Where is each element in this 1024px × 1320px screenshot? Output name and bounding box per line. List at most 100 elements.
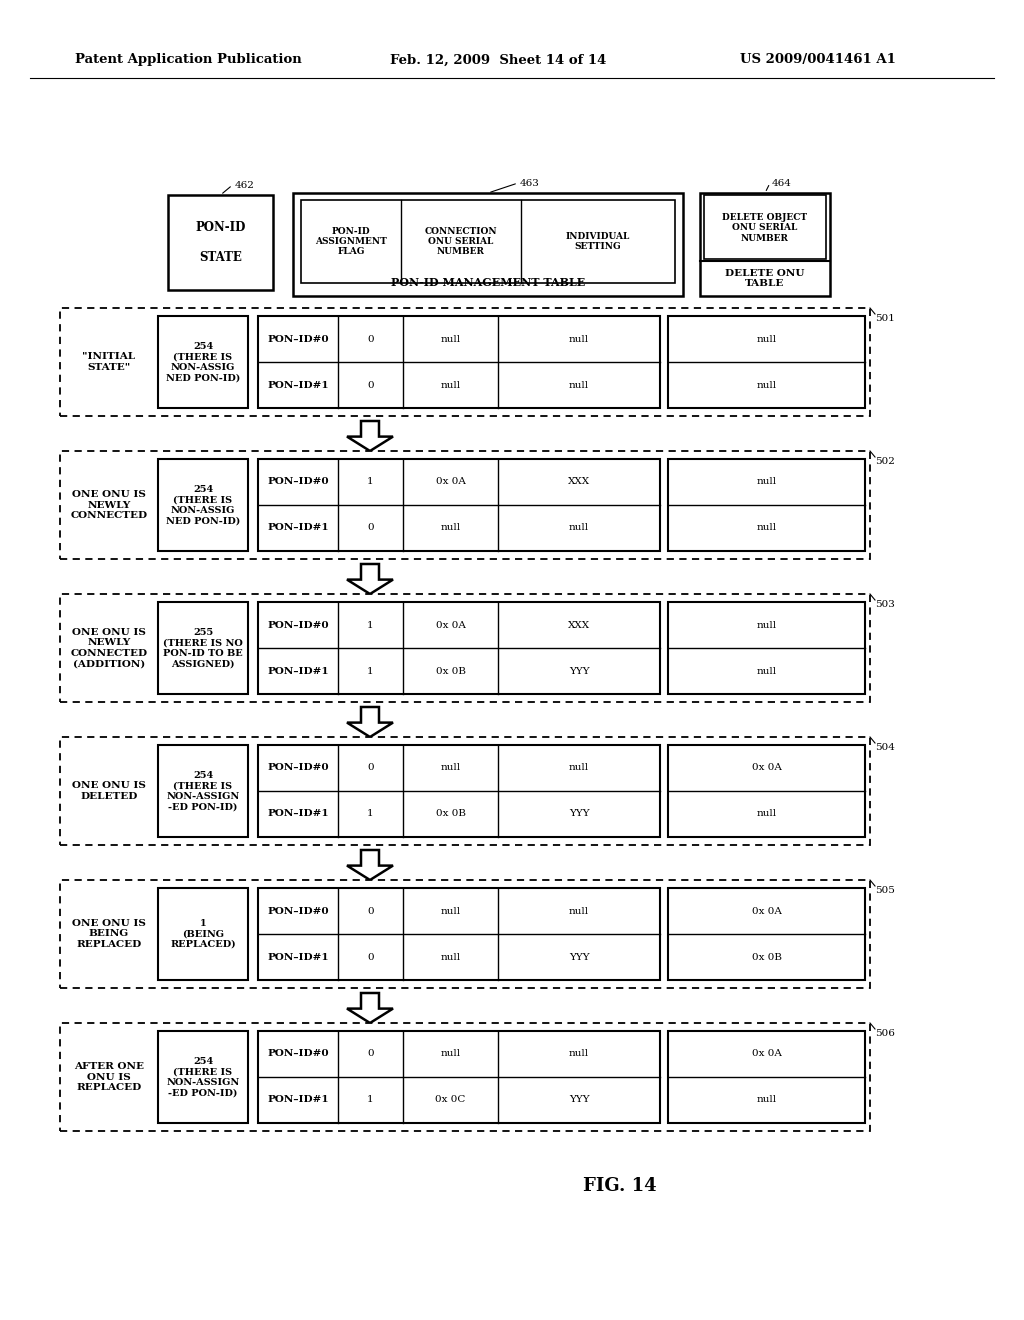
- Text: PON-ID MANAGEMENT TABLE: PON-ID MANAGEMENT TABLE: [391, 277, 585, 289]
- Text: PON–ID#0: PON–ID#0: [267, 1049, 329, 1059]
- Text: 1: 1: [368, 809, 374, 818]
- Polygon shape: [347, 564, 393, 594]
- Text: Feb. 12, 2009  Sheet 14 of 14: Feb. 12, 2009 Sheet 14 of 14: [390, 54, 606, 66]
- Text: null: null: [757, 524, 776, 532]
- Text: null: null: [440, 907, 461, 916]
- Bar: [668, 459, 865, 550]
- Bar: [158, 744, 248, 837]
- Text: null: null: [757, 1096, 776, 1105]
- Text: 505: 505: [874, 886, 895, 895]
- Text: 1: 1: [368, 1096, 374, 1105]
- Text: 0x 0A: 0x 0A: [435, 620, 466, 630]
- Text: 0x 0A: 0x 0A: [752, 1049, 781, 1059]
- Text: 0: 0: [368, 907, 374, 916]
- Text: null: null: [569, 1049, 589, 1059]
- Bar: [258, 459, 660, 550]
- Text: 254
(THERE IS
NON-ASSIGN
-ED PON-ID): 254 (THERE IS NON-ASSIGN -ED PON-ID): [166, 771, 240, 810]
- Text: YYY: YYY: [568, 667, 590, 676]
- Text: null: null: [757, 478, 776, 487]
- Text: PON–ID#1: PON–ID#1: [267, 524, 329, 532]
- Bar: [158, 1031, 248, 1123]
- Text: null: null: [569, 334, 589, 343]
- Text: 255
(THERE IS NO
PON-ID TO BE
ASSIGNED): 255 (THERE IS NO PON-ID TO BE ASSIGNED): [163, 628, 243, 668]
- Text: XXX: XXX: [568, 620, 590, 630]
- Polygon shape: [347, 993, 393, 1023]
- Text: 1: 1: [368, 478, 374, 487]
- Bar: [293, 193, 683, 296]
- Bar: [60, 880, 870, 987]
- Bar: [258, 744, 660, 837]
- Text: PON-ID

STATE: PON-ID STATE: [196, 220, 246, 264]
- Bar: [668, 744, 865, 837]
- Bar: [158, 888, 248, 979]
- Text: null: null: [440, 953, 461, 961]
- Text: "INITIAL
STATE": "INITIAL STATE": [83, 352, 135, 372]
- Text: PON–ID#0: PON–ID#0: [267, 763, 329, 772]
- Text: DELETE OBJECT
ONU SERIAL
NUMBER: DELETE OBJECT ONU SERIAL NUMBER: [723, 213, 808, 243]
- Text: 504: 504: [874, 743, 895, 752]
- Text: 254
(THERE IS
NON-ASSIGN
-ED PON-ID): 254 (THERE IS NON-ASSIGN -ED PON-ID): [166, 1057, 240, 1097]
- Text: 254
(THERE IS
NON-ASSIG
NED PON-ID): 254 (THERE IS NON-ASSIG NED PON-ID): [166, 342, 240, 381]
- Text: null: null: [440, 524, 461, 532]
- Text: Patent Application Publication: Patent Application Publication: [75, 54, 302, 66]
- Bar: [60, 308, 870, 416]
- Text: null: null: [757, 334, 776, 343]
- Text: null: null: [569, 763, 589, 772]
- Text: PON–ID#0: PON–ID#0: [267, 907, 329, 916]
- Text: 464: 464: [772, 178, 792, 187]
- Text: 0x 0B: 0x 0B: [752, 953, 781, 961]
- Text: ONE ONU IS
DELETED: ONE ONU IS DELETED: [72, 781, 146, 801]
- Bar: [60, 594, 870, 702]
- Bar: [668, 315, 865, 408]
- Text: CONNECTION
ONU SERIAL
NUMBER: CONNECTION ONU SERIAL NUMBER: [425, 227, 498, 256]
- Text: PON–ID#1: PON–ID#1: [267, 1096, 329, 1105]
- Text: null: null: [440, 1049, 461, 1059]
- Text: 1: 1: [368, 620, 374, 630]
- Polygon shape: [347, 421, 393, 451]
- Bar: [668, 602, 865, 694]
- Text: null: null: [440, 763, 461, 772]
- Text: FIG. 14: FIG. 14: [584, 1177, 656, 1195]
- Bar: [158, 602, 248, 694]
- Bar: [705, 195, 826, 259]
- Text: 1: 1: [368, 667, 374, 676]
- Text: 0x 0B: 0x 0B: [435, 809, 466, 818]
- Bar: [158, 459, 248, 550]
- Text: 462: 462: [234, 181, 254, 190]
- Text: DELETE ONU
TABLE: DELETE ONU TABLE: [725, 269, 805, 288]
- Bar: [301, 201, 675, 282]
- Bar: [258, 602, 660, 694]
- Text: PON–ID#0: PON–ID#0: [267, 478, 329, 487]
- Bar: [700, 193, 830, 296]
- Text: 0x 0B: 0x 0B: [435, 667, 466, 676]
- Text: null: null: [757, 380, 776, 389]
- Text: PON–ID#1: PON–ID#1: [267, 667, 329, 676]
- Text: 0x 0A: 0x 0A: [752, 907, 781, 916]
- Bar: [258, 888, 660, 979]
- Bar: [668, 888, 865, 979]
- Text: null: null: [440, 380, 461, 389]
- Bar: [60, 451, 870, 558]
- Bar: [158, 315, 248, 408]
- Text: PON–ID#0: PON–ID#0: [267, 620, 329, 630]
- Text: YYY: YYY: [568, 809, 590, 818]
- Text: ONE ONU IS
BEING
REPLACED: ONE ONU IS BEING REPLACED: [72, 919, 146, 949]
- Text: ONE ONU IS
NEWLY
CONNECTED
(ADDITION): ONE ONU IS NEWLY CONNECTED (ADDITION): [71, 628, 147, 668]
- Text: PON–ID#1: PON–ID#1: [267, 380, 329, 389]
- Text: 254
(THERE IS
NON-ASSIG
NED PON-ID): 254 (THERE IS NON-ASSIG NED PON-ID): [166, 484, 240, 525]
- Text: PON-ID
ASSIGNMENT
FLAG: PON-ID ASSIGNMENT FLAG: [315, 227, 387, 256]
- Text: 1
(BEING
REPLACED): 1 (BEING REPLACED): [170, 919, 236, 949]
- Text: 0: 0: [368, 953, 374, 961]
- Text: YYY: YYY: [568, 953, 590, 961]
- Text: 503: 503: [874, 601, 895, 609]
- Text: null: null: [569, 907, 589, 916]
- Bar: [258, 315, 660, 408]
- Text: null: null: [440, 334, 461, 343]
- Text: null: null: [757, 809, 776, 818]
- Text: PON–ID#1: PON–ID#1: [267, 953, 329, 961]
- Text: ONE ONU IS
NEWLY
CONNECTED: ONE ONU IS NEWLY CONNECTED: [71, 490, 147, 520]
- Bar: [60, 737, 870, 845]
- Bar: [168, 195, 273, 290]
- Text: INDIVIDUAL
SETTING: INDIVIDUAL SETTING: [566, 232, 630, 251]
- Text: 506: 506: [874, 1030, 895, 1038]
